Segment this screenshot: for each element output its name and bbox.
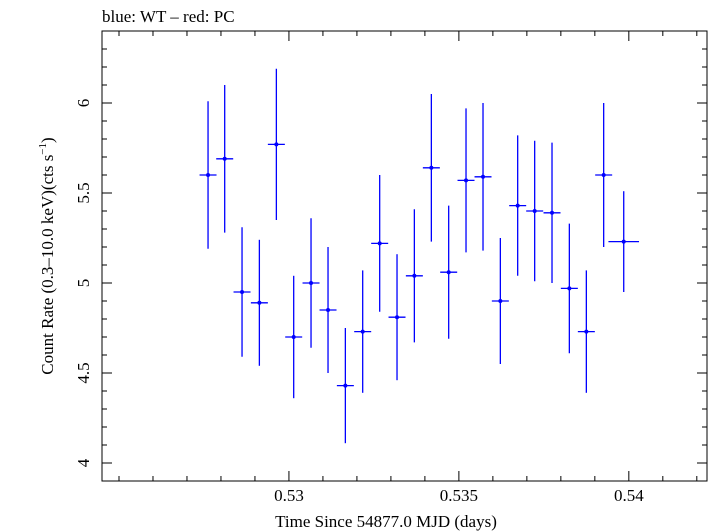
data-point xyxy=(577,270,595,393)
point-marker xyxy=(498,299,503,303)
point-marker xyxy=(601,173,606,177)
data-point xyxy=(199,101,217,249)
y-axis-label: Count Rate (0.3–10.0 keV)(cts s−1) xyxy=(37,137,57,374)
data-point xyxy=(474,103,492,251)
point-marker xyxy=(206,173,211,177)
point-marker xyxy=(309,281,314,285)
x-tick-label: 0.535 xyxy=(440,486,478,505)
data-point xyxy=(422,94,440,242)
x-tick-label: 0.54 xyxy=(614,486,644,505)
point-marker xyxy=(360,329,365,334)
data-point xyxy=(216,85,234,233)
data-point xyxy=(560,223,578,354)
y-tick-label: 6 xyxy=(74,99,93,108)
data-point xyxy=(388,254,406,381)
point-marker xyxy=(377,241,382,246)
point-marker xyxy=(621,239,626,244)
y-tick-label: 4.5 xyxy=(74,362,93,383)
y-tick-label: 5.5 xyxy=(74,182,93,203)
data-point xyxy=(491,238,509,364)
data-point xyxy=(250,239,268,366)
data-point xyxy=(285,275,303,399)
point-marker xyxy=(584,329,589,334)
data-point xyxy=(608,191,640,292)
point-marker xyxy=(429,165,434,170)
point-marker xyxy=(395,315,400,320)
x-tick-label: 0.53 xyxy=(274,486,304,505)
point-marker xyxy=(446,270,451,275)
data-point xyxy=(319,247,337,373)
point-marker xyxy=(515,203,520,208)
data-point xyxy=(595,103,613,247)
point-marker xyxy=(222,156,227,161)
point-marker xyxy=(481,174,486,179)
point-marker xyxy=(412,273,417,278)
data-point xyxy=(440,205,458,339)
y-axis-label-main: Count Rate (0.3–10.0 keV)(cts s xyxy=(38,155,57,375)
point-marker xyxy=(291,335,296,339)
data-point xyxy=(354,270,372,393)
data-point xyxy=(267,68,285,220)
data-point xyxy=(509,135,527,276)
point-marker xyxy=(532,209,537,213)
point-marker xyxy=(326,308,331,312)
data-point xyxy=(336,328,354,444)
data-point xyxy=(371,175,389,312)
data-point xyxy=(543,142,561,283)
point-marker xyxy=(464,178,469,183)
y-axis-label-tail: ) xyxy=(38,137,57,143)
y-tick-label: 4 xyxy=(74,458,93,467)
data-point xyxy=(405,209,423,343)
axis-ticks xyxy=(102,30,707,482)
data-point xyxy=(233,227,251,357)
point-marker xyxy=(550,210,555,215)
point-marker xyxy=(567,286,572,291)
y-axis-label-sup: −1 xyxy=(37,143,49,155)
point-marker xyxy=(343,383,348,388)
x-axis-label: Time Since 54877.0 MJD (days) xyxy=(275,512,497,531)
y-tick-label: 5 xyxy=(74,279,93,288)
point-marker xyxy=(257,300,262,305)
data-point xyxy=(302,218,320,348)
data-point xyxy=(526,140,544,282)
data-point xyxy=(457,108,475,253)
chart-title: blue: WT – red: PC xyxy=(102,7,235,26)
plot-frame xyxy=(101,30,708,482)
point-marker xyxy=(240,290,245,294)
tick-labels: 0.53 0.535 0.54 4 4.5 5 5.5 6 xyxy=(74,99,644,505)
point-marker xyxy=(274,142,279,147)
data-points xyxy=(199,68,640,444)
